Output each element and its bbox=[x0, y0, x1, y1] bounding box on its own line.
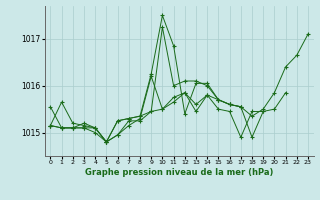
X-axis label: Graphe pression niveau de la mer (hPa): Graphe pression niveau de la mer (hPa) bbox=[85, 168, 273, 177]
